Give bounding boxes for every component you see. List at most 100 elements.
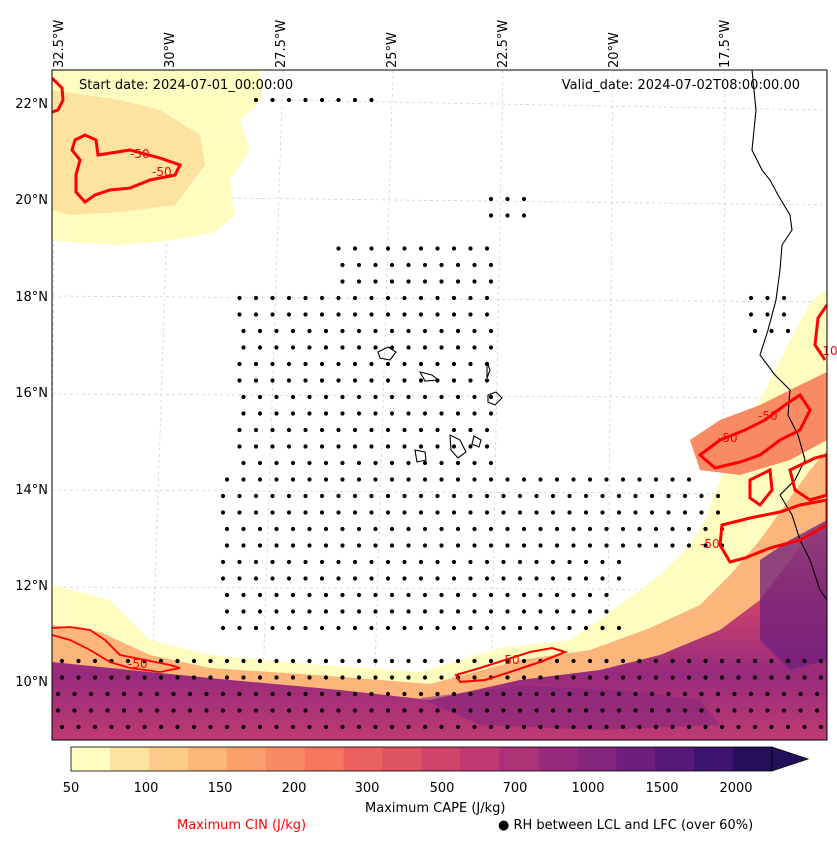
rh-dot	[534, 691, 539, 697]
rh-dot	[286, 444, 292, 449]
rh-dot	[105, 708, 110, 713]
rh-dot	[92, 724, 98, 730]
rh-dot	[616, 576, 622, 581]
rh-dot	[76, 675, 81, 680]
rh-dot	[336, 97, 341, 103]
rh-dot	[406, 477, 411, 482]
rh-dot	[517, 559, 523, 565]
rh-dot	[385, 378, 391, 383]
rh-dot	[583, 493, 589, 499]
rh-dot	[484, 361, 490, 367]
rh-dot	[340, 328, 345, 334]
rh-dot	[422, 460, 428, 466]
rh-dot	[356, 658, 362, 664]
start-date-text: Start date: 2024-07-01_00:00:00	[79, 78, 294, 93]
rh-dot	[435, 510, 440, 515]
rh-dot	[352, 559, 358, 565]
rh-dot	[501, 510, 506, 515]
cin-contour-labels: -50 -50 -50 -50 -50 -50 -50 -100	[128, 147, 837, 671]
rh-dot	[253, 444, 259, 449]
rh-dot	[550, 576, 556, 581]
rh-dot	[550, 625, 556, 631]
rh-dot	[373, 724, 378, 730]
rh-dot	[257, 675, 263, 680]
rh-dot	[583, 691, 589, 697]
rh-dot	[154, 691, 160, 697]
rh-dot	[418, 246, 424, 251]
rh-dot	[521, 675, 527, 680]
rh-dot	[319, 361, 325, 367]
rh-dot	[686, 675, 692, 680]
rh-dot	[468, 295, 473, 301]
rh-dot	[175, 675, 180, 680]
lat-label-18n: 18°N	[15, 290, 48, 305]
rh-dot	[451, 427, 457, 433]
rh-dot	[385, 559, 391, 565]
rh-dot	[418, 444, 424, 449]
colorbar-bin	[382, 747, 422, 771]
rh-dot	[204, 708, 209, 713]
rh-dot	[237, 361, 242, 367]
rh-dot	[237, 691, 242, 697]
rh-dot	[616, 559, 622, 565]
rh-dot	[402, 295, 407, 301]
rh-dot	[352, 576, 358, 581]
cin-contour-northwest	[70, 133, 183, 204]
rh-dot	[319, 444, 325, 449]
rh-dot	[138, 691, 143, 697]
rh-dot	[505, 592, 510, 598]
rh-dot	[818, 675, 824, 680]
rh-dot	[323, 328, 329, 334]
rh-dot	[369, 312, 374, 317]
rh-dot	[649, 510, 655, 515]
rh-dot	[406, 526, 411, 532]
rh-dot	[455, 609, 461, 614]
rh-dot	[781, 312, 787, 317]
rh-dot	[373, 394, 378, 400]
rh-dot	[451, 378, 457, 383]
rh-dot	[319, 576, 325, 581]
rh-dot	[604, 526, 609, 532]
rh-dot	[336, 246, 341, 251]
rh-dot	[472, 460, 477, 466]
rh-dot	[241, 609, 246, 614]
rh-dot	[319, 691, 325, 697]
rh-dot	[307, 675, 312, 680]
rh-dot	[600, 691, 605, 697]
rh-dot	[253, 312, 259, 317]
rh-dot	[484, 493, 490, 499]
rh-dot	[303, 493, 308, 499]
rh-dot	[633, 708, 638, 713]
rh-dot	[505, 609, 510, 614]
rh-dot	[253, 691, 259, 697]
rh-dot	[274, 328, 279, 334]
rh-dot	[468, 444, 473, 449]
rh-dot	[270, 427, 275, 433]
rh-dot	[369, 576, 374, 581]
rh-dot	[369, 444, 374, 449]
cin-label-2: -50	[152, 165, 172, 179]
rh-dot	[319, 708, 325, 713]
rh-dot	[369, 97, 374, 103]
rh-dot	[290, 460, 296, 466]
rh-dot	[88, 708, 94, 713]
rh-dot	[369, 493, 374, 499]
cin-contour-ne-edge	[813, 304, 827, 361]
colorbar-tick: 200	[281, 781, 307, 796]
rh-dot	[352, 510, 358, 515]
rh-dot	[340, 675, 345, 680]
rh-dot	[435, 295, 440, 301]
rh-dot	[373, 345, 378, 350]
rh-dot	[682, 510, 688, 515]
rh-dot	[323, 345, 329, 350]
rh-dot	[307, 724, 312, 730]
rh-dot	[336, 444, 341, 449]
rh-dot	[604, 609, 609, 614]
rh-dot	[224, 526, 230, 532]
rh-dot	[418, 427, 424, 433]
rh-dot	[220, 625, 226, 631]
rh-dot	[699, 493, 704, 499]
rh-dot	[307, 609, 312, 614]
rh-dot	[257, 526, 263, 532]
rh-dot	[517, 510, 523, 515]
